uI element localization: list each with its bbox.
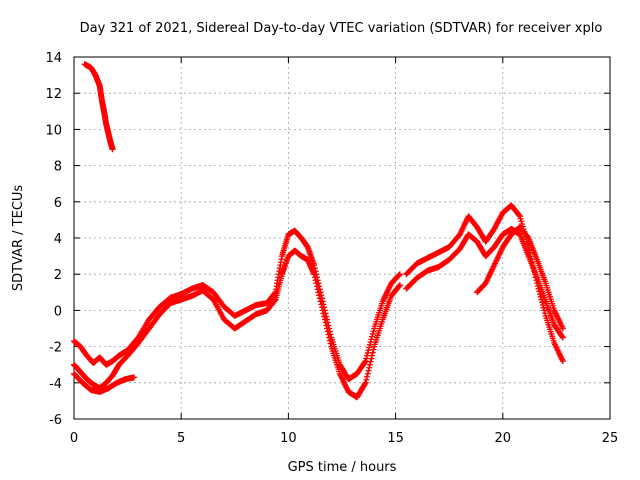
data-point (311, 274, 318, 281)
data-point (316, 292, 323, 299)
y-tick-label: 10 (45, 123, 62, 138)
data-point (365, 367, 372, 374)
data-point (366, 341, 373, 348)
data-point (364, 352, 371, 359)
data-point (369, 352, 376, 359)
data-point (367, 358, 374, 365)
data-point (313, 283, 320, 290)
data-point (318, 301, 325, 308)
x-tick-label: 20 (495, 431, 512, 446)
data-point (396, 282, 403, 289)
data-point (271, 297, 278, 304)
x-tick-label: 15 (387, 431, 404, 446)
series-arc-c (71, 370, 138, 395)
y-tick-label: -4 (49, 377, 62, 392)
data-point (109, 146, 116, 153)
series-arc-d (403, 202, 566, 365)
data-point (364, 370, 371, 377)
data-point (321, 313, 328, 320)
data-point (559, 325, 566, 332)
x-tick-label: 5 (177, 431, 185, 446)
data-point (327, 340, 334, 347)
data-point (326, 337, 333, 344)
series-arc-early-high (81, 61, 116, 153)
data-point (365, 347, 372, 354)
data-point (362, 358, 369, 365)
y-axis-label: SDTVAR / TECUs (11, 185, 26, 292)
data-point (321, 316, 328, 323)
data-point (319, 307, 326, 314)
data-point (370, 346, 377, 353)
x-tick-label: 25 (602, 431, 619, 446)
data-point (366, 344, 373, 351)
data-point (559, 333, 566, 340)
data-point (323, 325, 330, 332)
data-point (361, 359, 368, 366)
y-tick-label: -6 (49, 413, 62, 428)
y-tick-label: 4 (54, 232, 62, 247)
data-point (311, 271, 318, 278)
data-point (317, 298, 324, 305)
x-axis-label: GPS time / hours (288, 460, 397, 475)
axis-ticks: 0 5 10 15 20 25 -6 -4 -2 0 2 4 6 8 10 12 14 (45, 51, 618, 446)
data-point (363, 355, 370, 362)
data-point (315, 289, 322, 296)
x-tick-label: 10 (280, 431, 297, 446)
data-point (363, 376, 370, 383)
data-point (320, 310, 327, 317)
data-point (559, 334, 566, 341)
series-arc-b (71, 247, 403, 401)
data-point (324, 328, 331, 335)
data-point (323, 322, 330, 329)
data-point (362, 379, 369, 386)
data-point (361, 381, 368, 388)
data-point (539, 299, 546, 306)
data-point (541, 310, 548, 317)
data-point (559, 358, 566, 365)
data-point (313, 280, 320, 287)
data-point (396, 271, 403, 278)
y-tick-label: 2 (54, 268, 62, 283)
data-point (131, 374, 138, 381)
data-point (364, 373, 371, 380)
data-point (312, 277, 319, 284)
y-tick-label: -2 (49, 341, 62, 356)
y-tick-label: 6 (54, 196, 62, 211)
data-point (396, 282, 403, 289)
data-point (369, 330, 376, 337)
data-point (369, 349, 376, 356)
data-point (370, 328, 377, 335)
data-point (368, 355, 375, 362)
data-point (516, 212, 523, 219)
data-point (369, 333, 376, 340)
data-point (325, 331, 332, 338)
chart-title: Day 321 of 2021, Sidereal Day-to-day VTE… (80, 21, 603, 36)
series-arc-a (71, 227, 403, 383)
y-tick-label: 0 (54, 304, 62, 319)
y-tick-label: 8 (54, 160, 62, 175)
data-point (396, 271, 403, 278)
data-point (367, 339, 374, 346)
data-marks (71, 61, 566, 401)
data-point (541, 307, 548, 314)
series-arc-f (474, 224, 566, 332)
data-point (368, 336, 375, 343)
data-point (318, 304, 325, 311)
y-tick-label: 14 (45, 51, 62, 66)
y-tick-label: 12 (45, 87, 62, 102)
data-point (316, 295, 323, 302)
data-point (366, 361, 373, 368)
data-point (364, 349, 371, 356)
data-point (366, 364, 373, 371)
x-tick-label: 0 (70, 431, 78, 446)
data-point (322, 319, 329, 326)
data-point (314, 286, 321, 293)
data-point (326, 334, 333, 341)
